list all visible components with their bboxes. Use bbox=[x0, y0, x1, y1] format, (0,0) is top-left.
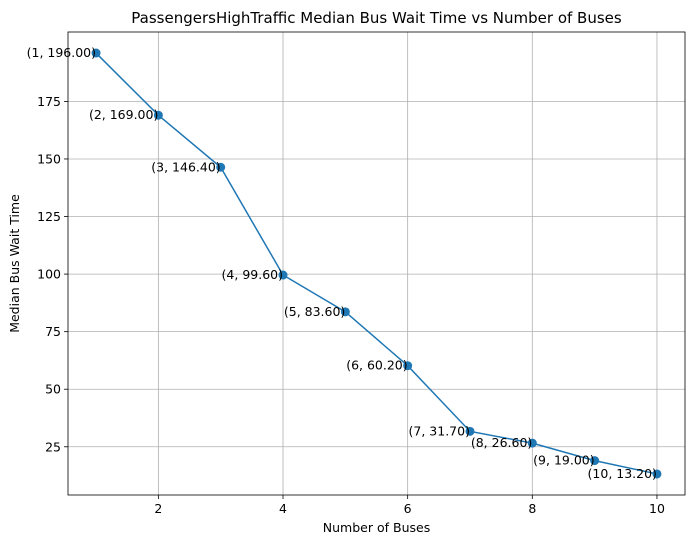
data-label: (4, 99.60) bbox=[222, 267, 283, 282]
x-axis-label: Number of Buses bbox=[323, 520, 430, 535]
chart-title: PassengersHighTraffic Median Bus Wait Ti… bbox=[131, 9, 622, 27]
y-tick-label: 25 bbox=[45, 439, 61, 454]
data-point bbox=[340, 307, 350, 317]
data-point bbox=[403, 361, 413, 371]
y-tick-label: 175 bbox=[37, 94, 61, 109]
y-tick-label: 50 bbox=[45, 382, 61, 397]
data-point bbox=[590, 456, 600, 466]
data-label: (3, 146.40) bbox=[151, 159, 220, 174]
data-label: (5, 83.60) bbox=[284, 304, 345, 319]
data-point bbox=[527, 438, 537, 448]
x-tick-label: 4 bbox=[279, 501, 287, 516]
data-label: (1, 196.00) bbox=[27, 45, 96, 60]
plot-area-frame bbox=[67, 31, 686, 496]
data-point bbox=[153, 110, 163, 120]
data-point bbox=[91, 48, 101, 58]
data-series bbox=[91, 48, 662, 479]
y-axis-label: Median Bus Wait Time bbox=[7, 194, 22, 333]
axis-ticks: 2 4 6 8 10 25 50 75 100 125 150 175 bbox=[37, 94, 665, 516]
x-tick-label: 8 bbox=[528, 501, 536, 516]
series-line bbox=[95, 52, 658, 475]
data-label: (10, 13.20) bbox=[588, 466, 657, 481]
y-tick-label: 125 bbox=[37, 209, 61, 224]
y-tick-label: 100 bbox=[37, 267, 61, 282]
data-point bbox=[278, 270, 288, 280]
data-label: (8, 26.60) bbox=[471, 435, 532, 450]
x-tick-label: 2 bbox=[154, 501, 162, 516]
x-tick-label: 10 bbox=[649, 501, 665, 516]
data-label: (7, 31.70) bbox=[409, 423, 470, 438]
y-tick-label: 150 bbox=[37, 151, 61, 166]
data-point bbox=[652, 469, 662, 479]
data-label: (2, 169.00) bbox=[89, 107, 158, 122]
data-label: (6, 60.20) bbox=[346, 358, 407, 373]
data-point bbox=[216, 162, 226, 172]
x-tick-label: 6 bbox=[404, 501, 412, 516]
y-tick-label: 75 bbox=[45, 324, 61, 339]
grid-lines bbox=[68, 32, 685, 495]
data-label: (9, 19.00) bbox=[533, 453, 594, 468]
data-labels: (1, 196.00) (2, 169.00) (3, 146.40) (4, 99.… bbox=[27, 45, 657, 481]
data-point bbox=[465, 426, 475, 436]
